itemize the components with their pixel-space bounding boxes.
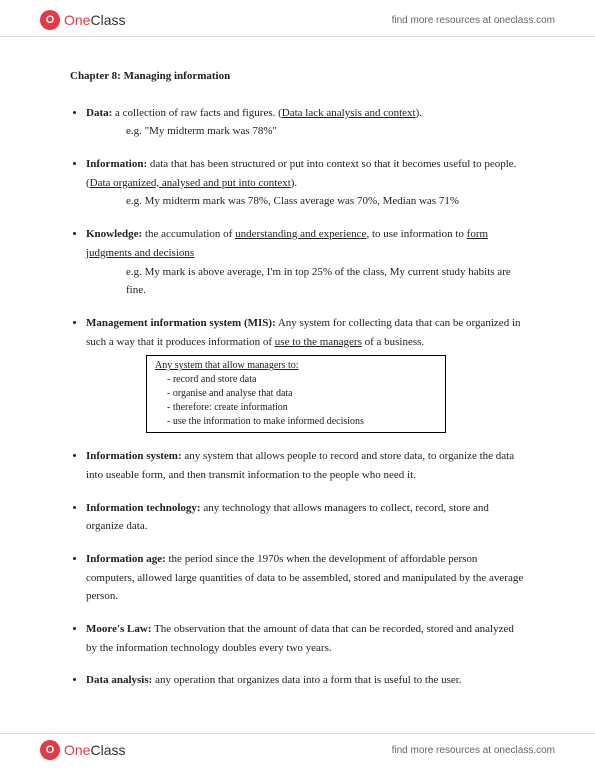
brand-logo: O OneClass — [40, 740, 125, 760]
list-item: Data analysis: any operation that organi… — [86, 671, 525, 690]
list-item: Information technology: any technology t… — [86, 499, 525, 536]
list-item: Management information system (MIS): Any… — [86, 314, 525, 433]
term: Data analysis: — [86, 674, 152, 686]
term: Information system: — [86, 450, 182, 462]
term: Management information system (MIS): — [86, 317, 276, 329]
list-item: Information age: the period since the 19… — [86, 550, 525, 606]
definition-underline: Data organized, analysed and put into co… — [90, 177, 291, 189]
brand-name-prefix: One — [64, 742, 90, 758]
brand-name: OneClass — [64, 742, 125, 758]
list-item: Knowledge: the accumulation of understan… — [86, 225, 525, 300]
footer-tagline[interactable]: find more resources at oneclass.com — [392, 745, 555, 756]
definition-text: of a business. — [362, 336, 424, 348]
box-line: record and store data — [167, 373, 437, 387]
box-list: record and store data organise and analy… — [155, 373, 437, 429]
chapter-title: Chapter 8: Managing information — [70, 67, 525, 86]
header-tagline[interactable]: find more resources at oneclass.com — [392, 15, 555, 26]
list-item: Information system: any system that allo… — [86, 447, 525, 484]
example-text: e.g. My midterm mark was 78%, Class aver… — [126, 192, 525, 211]
box-title: Any system that allow managers to: — [155, 360, 299, 371]
definition-underline: use to the managers — [275, 336, 362, 348]
example-text: e.g. My mark is above average, I'm in to… — [126, 263, 525, 300]
example-text: e.g. "My midterm mark was 78%" — [126, 122, 525, 141]
list-item: Moore's Law: The observation that the am… — [86, 620, 525, 657]
term: Information: — [86, 158, 147, 170]
term: Knowledge: — [86, 228, 142, 240]
brand-logo: O OneClass — [40, 10, 125, 30]
page-header: O OneClass find more resources at onecla… — [0, 0, 595, 37]
document-body: Chapter 8: Managing information Data: a … — [0, 37, 595, 714]
definition-text: , to use information to — [366, 228, 466, 240]
box-line: therefore: create information — [167, 401, 437, 415]
list-item: Data: a collection of raw facts and figu… — [86, 104, 525, 141]
definitions-list: Data: a collection of raw facts and figu… — [70, 104, 525, 690]
brand-name-suffix: Class — [90, 12, 125, 28]
term: Moore's Law: — [86, 623, 151, 635]
brand-name: OneClass — [64, 12, 125, 28]
brand-name-prefix: One — [64, 12, 90, 28]
box-line: use the information to make informed dec… — [167, 415, 437, 429]
callout-box: Any system that allow managers to: recor… — [146, 355, 446, 433]
page-footer: O OneClass find more resources at onecla… — [0, 733, 595, 770]
definition-text: any operation that organizes data into a… — [152, 674, 461, 686]
definition-text: ). — [416, 107, 422, 119]
definition-text: ). — [291, 177, 297, 189]
term: Data: — [86, 107, 112, 119]
box-line: organise and analyse that data — [167, 387, 437, 401]
list-item: Information: data that has been structur… — [86, 155, 525, 211]
logo-icon: O — [40, 740, 60, 760]
definition-text: The observation that the amount of data … — [86, 623, 514, 654]
brand-name-suffix: Class — [90, 742, 125, 758]
definition-text: the accumulation of — [142, 228, 235, 240]
logo-icon: O — [40, 10, 60, 30]
term: Information technology: — [86, 502, 201, 514]
definition-text: a collection of raw facts and figures. ( — [112, 107, 282, 119]
term: Information age: — [86, 553, 166, 565]
definition-underline: Data lack analysis and context — [282, 107, 416, 119]
definition-underline: understanding and experience — [235, 228, 366, 240]
